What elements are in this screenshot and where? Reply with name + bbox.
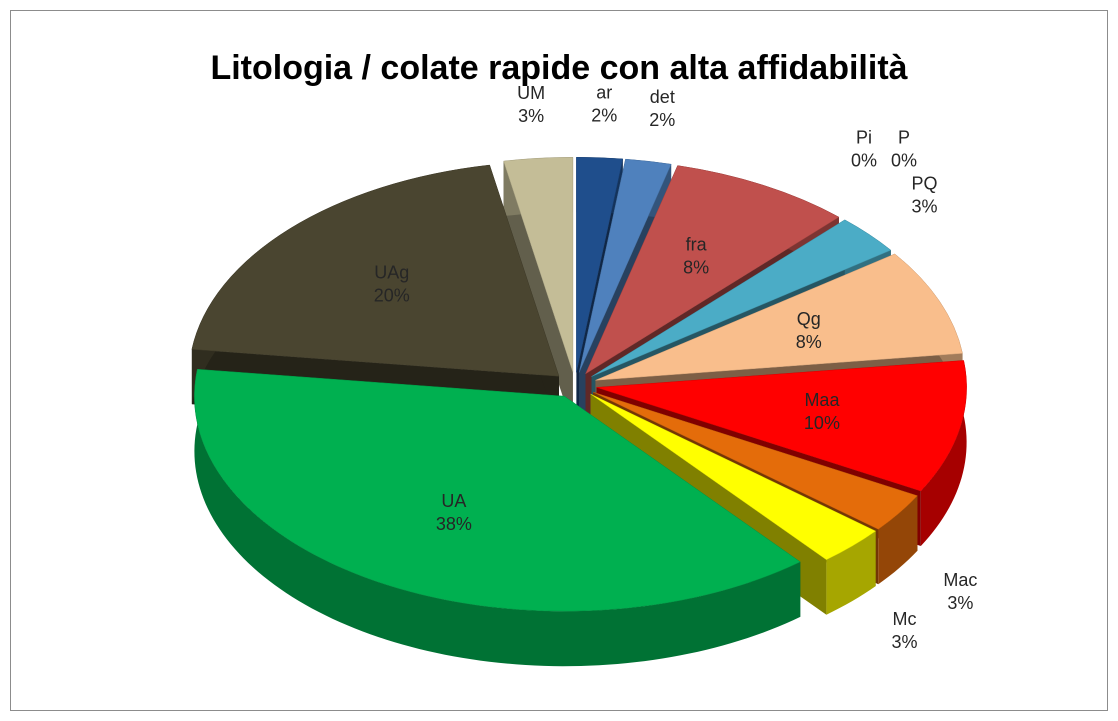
- data-label-category: fra: [686, 235, 708, 255]
- slice-side: [194, 369, 801, 667]
- slice: [591, 219, 892, 377]
- slice: [590, 393, 877, 560]
- data-label-value: 0%: [891, 150, 917, 170]
- slice-cut-face: [503, 161, 573, 428]
- slice: [191, 164, 560, 377]
- slice: [596, 360, 967, 492]
- data-label-value: 2%: [591, 106, 617, 126]
- slice: [585, 165, 840, 375]
- slice-tops: [191, 156, 967, 612]
- data-label-category: Mc: [893, 609, 917, 629]
- data-label-category: det: [650, 87, 675, 107]
- slice-side: [920, 360, 967, 546]
- slice: [578, 158, 672, 373]
- chart-title: Litologia / colate rapide con alta affid…: [210, 49, 907, 87]
- slice: [576, 156, 624, 373]
- data-label-category: PQ: [912, 174, 938, 194]
- data-label-category: UAg: [374, 263, 409, 283]
- slice: [595, 253, 963, 381]
- data-label-category: Qg: [797, 309, 821, 329]
- data-label-value: 0%: [851, 150, 877, 170]
- data-label-value: 8%: [683, 258, 709, 278]
- slice: [194, 368, 801, 612]
- data-label-value: 38%: [436, 514, 472, 534]
- slice-side: [826, 531, 876, 615]
- data-label-category: Pi: [856, 127, 872, 147]
- data-labels: ar 2% det 2% fra 8% P 0% Pi 0% PQ 3% Qg 8% Maa 10% Mac 3%…: [374, 83, 978, 653]
- slice: [593, 391, 918, 530]
- data-label-category: Mac: [943, 570, 977, 590]
- data-label-value: 3%: [947, 593, 973, 613]
- data-label-value: 3%: [892, 632, 918, 652]
- data-label-category: P: [898, 127, 910, 147]
- data-label-category: ar: [596, 83, 612, 103]
- data-label-value: 10%: [804, 413, 840, 433]
- data-label-value: 8%: [796, 332, 822, 352]
- data-label-category: UM: [517, 83, 545, 103]
- slice: [503, 157, 574, 373]
- data-label-value: 2%: [649, 110, 675, 130]
- data-label-value: 20%: [374, 286, 410, 306]
- data-label-category: Maa: [804, 390, 840, 410]
- data-label-value: 3%: [912, 197, 938, 217]
- data-label-category: UA: [441, 491, 466, 511]
- data-label-value: 3%: [518, 106, 544, 126]
- slice-side: [878, 495, 918, 585]
